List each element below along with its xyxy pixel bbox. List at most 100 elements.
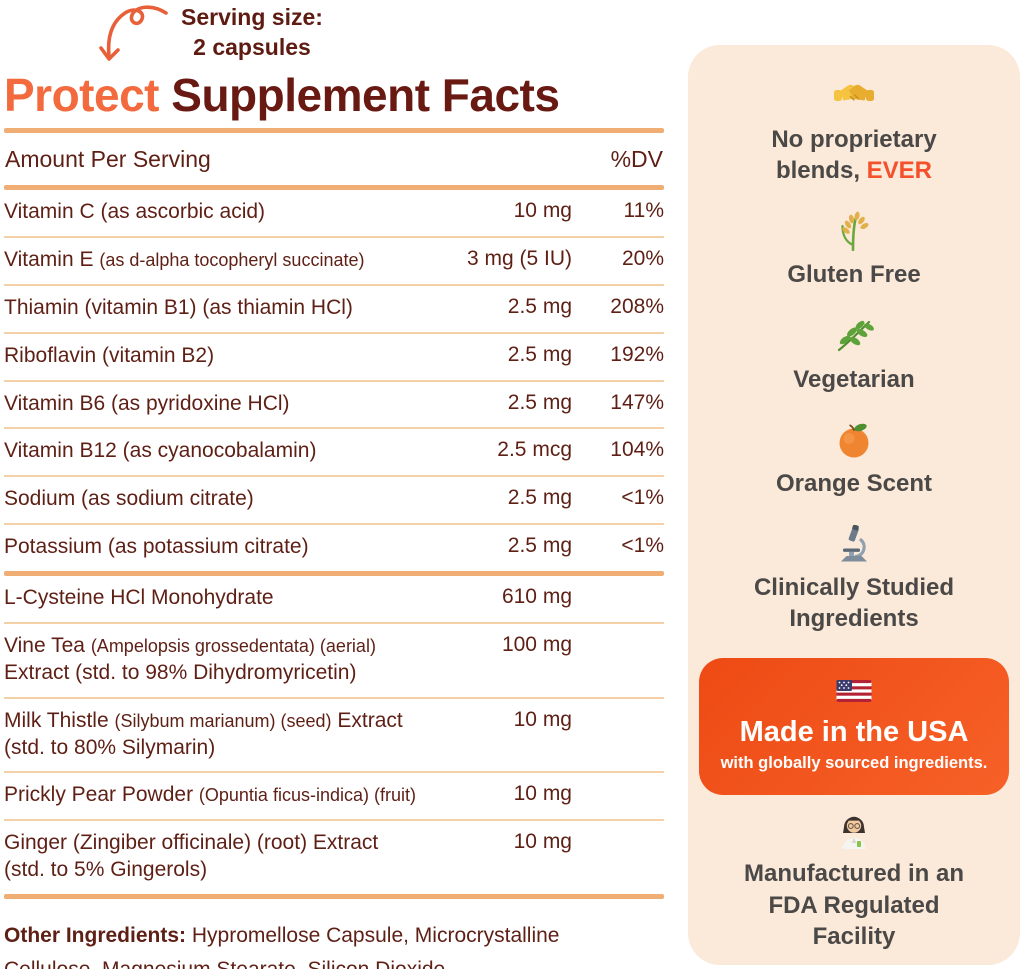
table-row: Riboflavin (vitamin B2) 2.5 mg 192%	[4, 334, 664, 380]
ingredient-name: Sodium (as sodium citrate)	[4, 487, 254, 511]
rice-sheaf-icon	[838, 210, 870, 252]
amount-value: 2.5 mg	[507, 390, 572, 414]
divider	[4, 571, 664, 576]
ingredient-name: Vitamin E (as d-alpha tocopheryl succina…	[4, 247, 365, 271]
amount-value: 3 mg (5 IU)	[466, 246, 572, 270]
facts-rows: Vitamin C (as ascorbic acid) 10 mg 11% Vita…	[4, 190, 664, 899]
made-in-usa-card: Made in the USA with globally sourced in…	[699, 658, 1009, 796]
badge-list: No proprietary blends, EVER Gluten Free Ve…	[728, 75, 980, 658]
title-rest: Supplement Facts	[158, 69, 560, 121]
table-header-row: Amount Per Serving %DV	[4, 133, 664, 185]
ingredient-name: Vitamin B6 (as pyridoxine HCl)	[4, 391, 290, 415]
benefit-badge: Vegetarian	[793, 315, 915, 395]
table-row: Ginger (Zingiber officinale) (root) Extr…	[4, 821, 664, 894]
dv-value: 208%	[610, 294, 664, 318]
ingredient-name: Prickly Pear Powder (Opuntia ficus-indic…	[4, 783, 416, 807]
dv-value: 147%	[610, 390, 664, 414]
benefits-panel: No proprietary blends, EVER Gluten Free Ve…	[688, 45, 1020, 965]
table-row: Prickly Pear Powder (Opuntia ficus-indic…	[4, 773, 664, 819]
fda-badge-text: Manufactured in an FDA Regulated Facilit…	[743, 860, 965, 950]
other-ingredients-text: Hypromellose Capsule, Microcrystalline C…	[4, 924, 560, 969]
divider	[4, 475, 664, 478]
divider	[4, 235, 664, 238]
table-row: Thiamin (vitamin B1) (as thiamin HCl) 2.5…	[4, 286, 664, 332]
divider	[4, 379, 664, 382]
table-row: Vitamin E (as d-alpha tocopheryl succina…	[4, 238, 664, 284]
table-row: Vitamin C (as ascorbic acid) 10 mg 11%	[4, 190, 664, 236]
dv-value: <1%	[621, 486, 664, 510]
ingredient-name: Milk Thistle (Silybum marianum) (seed) E…	[4, 708, 403, 759]
dv-value: 11%	[623, 199, 664, 222]
ingredient-name: Potassium (as potassium citrate)	[4, 535, 309, 559]
table-row: Vitamin B6 (as pyridoxine HCl) 2.5 mg 147%	[4, 382, 664, 428]
benefit-badge: No proprietary blends, EVER	[728, 75, 980, 186]
divider	[4, 523, 664, 526]
amount-value: 2.5 mg	[507, 534, 572, 558]
benefit-badge-text: Gluten Free	[787, 261, 921, 289]
ingredient-name: Ginger (Zingiber officinale) (root) Extr…	[4, 831, 379, 882]
ingredient-name: L-Cysteine HCl Monohydrate	[4, 586, 274, 609]
benefit-badge-text: No proprietary blends, EVER	[771, 126, 937, 185]
dv-value: 20%	[621, 246, 664, 270]
amount-value: 100 mg	[501, 632, 572, 656]
divider	[4, 283, 664, 286]
benefit-badge: Clinically Studied Ingredients	[728, 523, 980, 634]
serving-size: Serving size: 2 capsules	[172, 2, 332, 63]
usa-card-subtitle: with globally sourced ingredients.	[720, 754, 988, 773]
divider	[4, 894, 664, 899]
amount-value: 10 mg	[513, 707, 572, 731]
amount-value: 610 mg	[501, 585, 572, 608]
benefit-badge: Orange Scent	[776, 419, 932, 499]
curly-arrow-icon	[90, 2, 172, 79]
ingredient-name: Thiamin (vitamin B1) (as thiamin HCl)	[4, 295, 353, 319]
scientist-icon	[838, 809, 870, 851]
benefit-badge-text: Vegetarian	[793, 365, 915, 393]
dv-value: 192%	[610, 342, 664, 366]
serving-size-value: 2 capsules	[193, 34, 311, 61]
benefit-badge: Gluten Free	[787, 210, 921, 290]
benefit-badge-text: Orange Scent	[775, 469, 933, 497]
amount-value: 10 mg	[513, 782, 572, 806]
facts-header: Serving size: 2 capsules Protect Supplem…	[4, 0, 664, 128]
dv-header: %DV	[610, 146, 663, 172]
other-ingredients-label: Other Ingredients:	[4, 924, 187, 947]
table-row: L-Cysteine HCl Monohydrate 610 mg	[4, 576, 664, 622]
serving-size-label: Serving size:	[181, 4, 323, 30]
usa-card-title: Made in the USA	[739, 716, 969, 749]
table-row: Vitamin B12 (as cyanocobalamin) 2.5 mcg 10…	[4, 429, 664, 475]
table-row: Milk Thistle (Silybum marianum) (seed) E…	[4, 699, 664, 772]
tangerine-icon	[836, 419, 872, 461]
divider	[4, 331, 664, 334]
other-ingredients: Other Ingredients: Hypromellose Capsule,…	[4, 919, 610, 969]
amount-value: 2.5 mg	[507, 486, 572, 510]
amount-value: 2.5 mg	[507, 294, 572, 318]
table-row: Vine Tea (Ampelopsis grossedentata) (aer…	[4, 624, 664, 697]
divider	[4, 128, 664, 133]
product-name: Protect	[4, 69, 159, 121]
divider	[4, 819, 664, 822]
divider	[4, 185, 664, 190]
ingredient-name: Vine Tea (Ampelopsis grossedentata) (aer…	[4, 633, 376, 684]
dv-value: <1%	[621, 534, 664, 558]
us-flag-icon	[709, 674, 999, 708]
page-title: Protect Supplement Facts	[4, 68, 560, 122]
table-row: Potassium (as potassium citrate) 2.5 mg <1…	[4, 525, 664, 571]
benefit-badge-text: Clinically Studied Ingredients	[753, 573, 955, 633]
highlight-text: EVER	[866, 157, 933, 185]
divider	[4, 427, 664, 430]
amount-value: 2.5 mcg	[497, 438, 572, 462]
divider	[4, 621, 664, 624]
amount-per-serving-header: Amount Per Serving	[5, 146, 211, 172]
divider	[4, 771, 664, 774]
amount-value: 2.5 mg	[507, 342, 572, 366]
supplement-facts-panel: Serving size: 2 capsules Protect Supplem…	[4, 0, 664, 969]
ingredient-name: Vitamin B12 (as cyanocobalamin)	[4, 439, 317, 463]
divider	[4, 696, 664, 699]
dv-value: 104%	[610, 438, 664, 462]
herb-icon	[834, 315, 874, 357]
table-row: Sodium (as sodium citrate) 2.5 mg <1%	[4, 477, 664, 523]
ingredient-name: Riboflavin (vitamin B2)	[4, 343, 215, 367]
fda-badge: Manufactured in an FDA Regulated Facilit…	[737, 809, 972, 952]
microscope-icon	[837, 523, 871, 565]
amount-value: 10 mg	[513, 199, 572, 222]
